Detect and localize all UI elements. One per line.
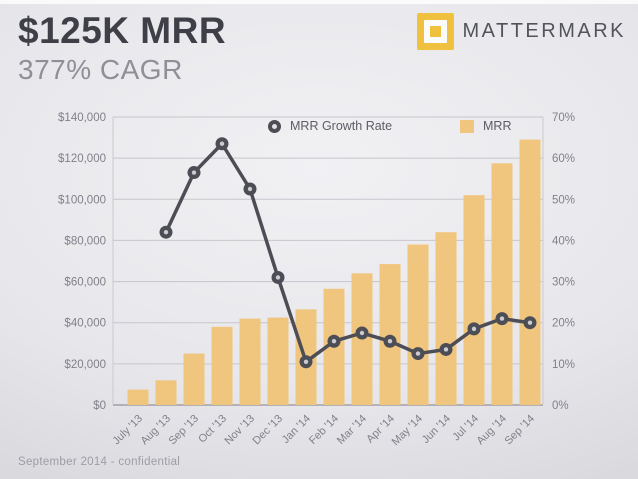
x-axis-label: Feb '14 bbox=[307, 413, 341, 447]
x-axis-label: May '14 bbox=[390, 413, 425, 448]
left-axis-tick: $100,000 bbox=[58, 194, 106, 206]
growth-rate-point-hole bbox=[247, 186, 253, 192]
growth-rate-point-hole bbox=[359, 330, 365, 336]
mrr-bar bbox=[239, 318, 261, 405]
top-border-strip bbox=[0, 0, 638, 4]
page-subtitle: 377% CAGR bbox=[18, 54, 183, 85]
mrr-bar bbox=[183, 353, 205, 405]
x-axis-label: Aug '14 bbox=[474, 413, 509, 448]
mrr-bar bbox=[491, 163, 513, 405]
mattermark-logo-inner bbox=[424, 20, 448, 43]
right-axis-tick: 10% bbox=[552, 359, 575, 371]
brand-lockup: MATTERMARK bbox=[417, 13, 626, 50]
growth-rate-point-hole bbox=[331, 339, 337, 344]
mrr-bar bbox=[127, 389, 149, 405]
x-axis-label: Sep '14 bbox=[502, 413, 537, 448]
growth-rate-point-hole bbox=[443, 347, 449, 352]
x-axis-label: July '13 bbox=[111, 413, 146, 448]
growth-rate-point-hole bbox=[191, 170, 197, 175]
mrr-swatch-icon bbox=[460, 119, 474, 133]
growth-rate-point-hole bbox=[163, 230, 169, 235]
footer-confidential: September 2014 - confidential bbox=[18, 456, 181, 468]
growth-rate-point-hole bbox=[415, 351, 421, 356]
mrr-bar bbox=[519, 139, 541, 405]
right-axis-tick: 50% bbox=[552, 194, 575, 206]
left-axis-tick: $120,000 bbox=[58, 153, 106, 165]
x-axis-label: Aug '13 bbox=[138, 413, 173, 448]
mrr-bar bbox=[267, 317, 289, 405]
page-title: $125K MRR bbox=[18, 10, 227, 51]
right-axis-tick: 0% bbox=[552, 400, 569, 412]
legend-mrr-label: MRR bbox=[483, 119, 512, 133]
x-axis-label: Jun '14 bbox=[420, 413, 453, 446]
right-axis-tick: 20% bbox=[552, 318, 575, 330]
mrr-bar bbox=[211, 326, 233, 405]
left-axis-tick: $60,000 bbox=[64, 277, 106, 289]
x-axis-label: Jan '14 bbox=[280, 413, 313, 446]
x-axis-label: Mar '14 bbox=[335, 413, 369, 447]
growth-rate-point-hole bbox=[303, 359, 309, 364]
mrr-bar bbox=[435, 232, 457, 405]
growth-rate-point-hole bbox=[527, 320, 533, 325]
growth-rate-marker-icon bbox=[268, 119, 281, 133]
legend-growth-label: MRR Growth Rate bbox=[290, 119, 393, 133]
x-axis-label: Sep '13 bbox=[166, 413, 201, 448]
mrr-bar bbox=[463, 195, 485, 405]
left-axis-tick: $40,000 bbox=[64, 318, 106, 330]
right-axis-tick: 60% bbox=[552, 153, 575, 165]
legend-item-mrr: MRR bbox=[460, 119, 511, 133]
mrr-bar bbox=[155, 380, 177, 405]
left-axis-tick: $0 bbox=[93, 400, 106, 412]
left-axis-tick: $140,000 bbox=[58, 112, 106, 124]
legend-item-growth-rate: MRR Growth Rate bbox=[268, 119, 392, 133]
growth-rate-point-hole bbox=[219, 141, 225, 146]
growth-rate-point-hole bbox=[471, 326, 477, 332]
growth-rate-point-hole bbox=[387, 339, 393, 344]
x-axis-label: Dec '13 bbox=[251, 413, 286, 448]
left-axis-tick: $20,000 bbox=[64, 359, 106, 371]
mattermark-logo-core bbox=[430, 26, 442, 37]
growth-rate-point-hole bbox=[275, 275, 281, 280]
mrr-bar bbox=[379, 264, 401, 405]
right-axis-tick: 30% bbox=[552, 277, 575, 289]
brand-name: MATTERMARK bbox=[462, 20, 626, 42]
right-axis-tick: 70% bbox=[552, 112, 575, 124]
mattermark-logo-icon bbox=[417, 13, 455, 50]
x-axis-label: Nov '13 bbox=[223, 413, 258, 448]
growth-rate-point-hole bbox=[499, 316, 505, 321]
right-axis-tick: 40% bbox=[552, 235, 575, 247]
left-axis-tick: $80,000 bbox=[64, 235, 106, 247]
mrr-bar bbox=[407, 244, 429, 405]
